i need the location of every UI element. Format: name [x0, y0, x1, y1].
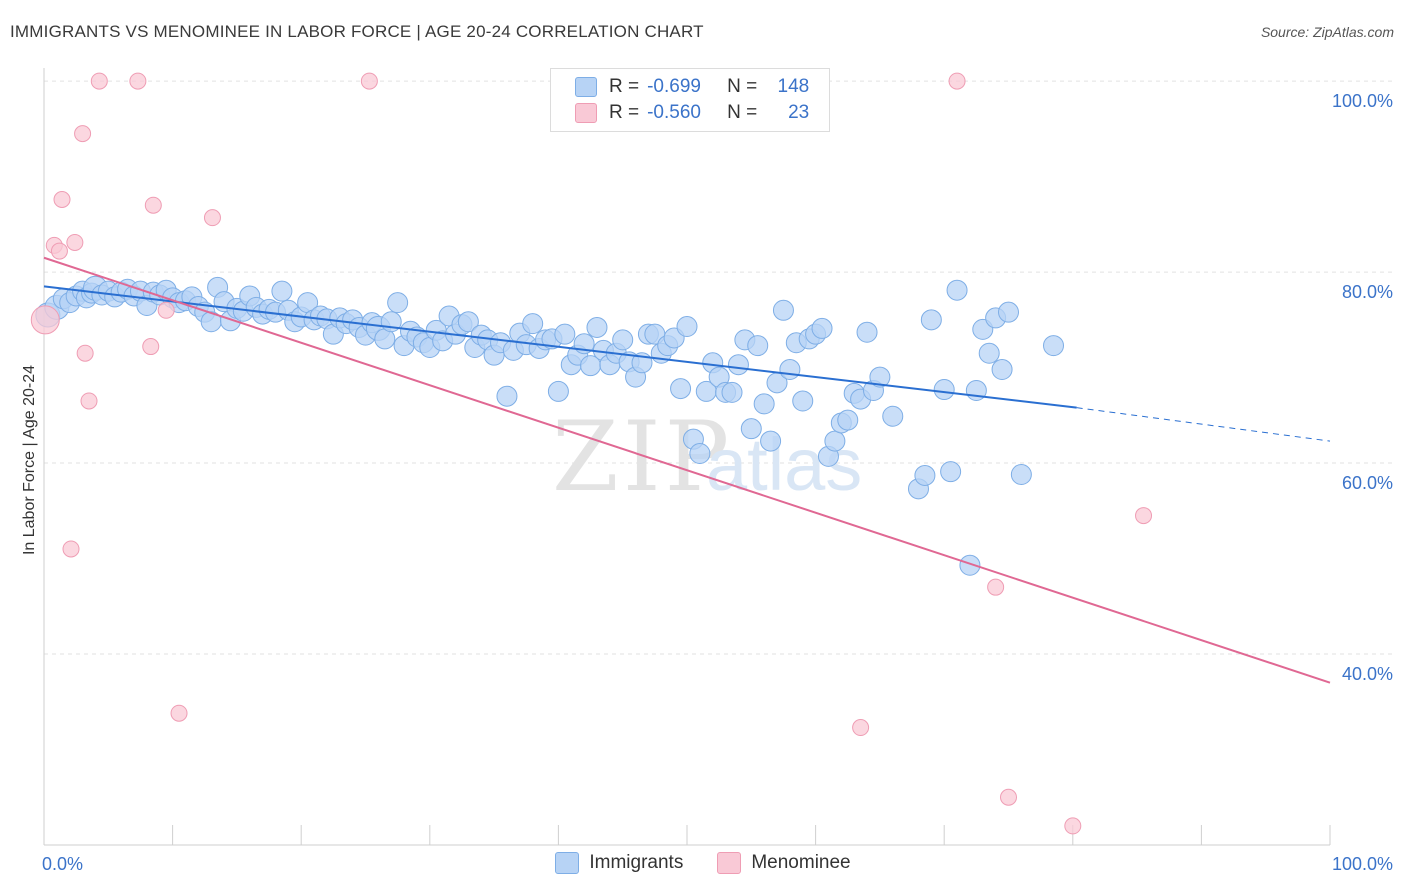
immigrants-point [612, 329, 634, 351]
immigrants-point [914, 464, 936, 486]
legend-label-menominee: Menominee [751, 852, 851, 873]
immigrants-trend-line [43, 285, 1077, 409]
menominee-point [1000, 788, 1017, 806]
immigrants-point [727, 354, 749, 376]
immigrants-point [760, 430, 782, 452]
source-credit: Source: ZipAtlas.com [1260, 24, 1394, 40]
menominee-point [157, 301, 175, 319]
immigrants-point [457, 311, 479, 333]
immigrants-point [779, 358, 801, 380]
immigrants-point [920, 309, 942, 331]
immigrants-point [946, 279, 968, 301]
immigrants-point [721, 381, 743, 403]
immigrants-point [753, 393, 775, 415]
immigrants-point [522, 313, 544, 335]
immigrants-point [689, 443, 711, 464]
immigrants-point [670, 378, 692, 400]
x-tick-label: 100.0% [1332, 854, 1393, 874]
immigrants-point [998, 301, 1019, 323]
immigrants-point [496, 385, 518, 407]
immigrants-point [747, 335, 769, 357]
immigrants-point [676, 316, 698, 338]
menominee-point [30, 305, 60, 335]
immigrants-point [811, 317, 833, 339]
immigrants-point [1010, 464, 1032, 486]
immigrants-point [856, 321, 878, 343]
n-label: N = [727, 76, 758, 97]
immigrants-point [772, 299, 794, 321]
y-tick-label: 80.0% [1342, 282, 1393, 302]
legend-item-menominee: Menominee [717, 852, 851, 874]
r-value: -0.699 [647, 76, 701, 97]
immigrants-point [1043, 335, 1065, 357]
stats-legend: R = -0.699 N = 148 R = -0.560 N = 23 [550, 68, 830, 132]
menominee-point [1135, 507, 1153, 525]
legend-label-immigrants: Immigrants [589, 852, 684, 873]
chart-title: IMMIGRANTS VS MENOMINEE IN LABOR FORCE |… [10, 22, 704, 41]
menominee-point [142, 338, 160, 356]
menominee-point [360, 72, 378, 90]
immigrants-point [387, 292, 409, 314]
immigrants-point [554, 323, 576, 345]
immigrants-swatch [555, 852, 580, 874]
series-legend: Immigrants Menominee [0, 852, 1406, 874]
menominee-point [1064, 817, 1082, 835]
menominee-point [66, 233, 84, 251]
menominee-point [170, 704, 188, 722]
immigrants-point [740, 418, 762, 440]
menominee-points [30, 72, 1153, 835]
x-tick-label: 0.0% [42, 854, 83, 874]
menominee-swatch [717, 852, 742, 874]
menominee-point [129, 72, 147, 90]
menominee-point [987, 578, 1005, 596]
menominee-point [80, 392, 98, 410]
menominee-point [50, 242, 68, 260]
immigrants-point [547, 380, 569, 402]
immigrants-point [824, 430, 846, 452]
immigrants-point [837, 409, 859, 431]
menominee-trend-line [43, 256, 1331, 684]
menominee-point [74, 125, 92, 143]
r-label: R = [609, 76, 640, 97]
y-tick-label: 60.0% [1342, 473, 1393, 493]
menominee-point [76, 344, 94, 362]
y-tick-label: 40.0% [1342, 664, 1393, 684]
immigrants-trend-extension [1076, 407, 1331, 442]
r-value: -0.560 [647, 102, 701, 123]
menominee-point [144, 196, 162, 214]
immigrants-point [869, 366, 891, 388]
legend-row-immigrants: R = -0.699 N = 148 [575, 75, 809, 99]
trend-lines [43, 256, 1331, 684]
y-tick-label: 100.0% [1332, 91, 1393, 111]
legend-row-menominee: R = -0.560 N = 23 [575, 101, 809, 125]
immigrants-points [35, 275, 1065, 576]
menominee-swatch [575, 103, 597, 123]
n-label: N = [727, 102, 758, 123]
immigrants-point [933, 379, 955, 401]
y-axis-label: In Labor Force | Age 20-24 [21, 364, 38, 556]
immigrants-point [882, 405, 904, 427]
r-label: R = [609, 102, 640, 123]
legend-item-immigrants: Immigrants [555, 852, 683, 874]
n-value: 148 [777, 76, 810, 97]
tick-labels: 100.0% 80.0% 60.0% 40.0% 0.0% 100.0% [42, 91, 1393, 874]
menominee-point [62, 540, 80, 558]
menominee-point [852, 719, 870, 737]
immigrants-swatch [575, 77, 597, 97]
menominee-point [90, 72, 108, 90]
axes [43, 68, 1331, 846]
immigrants-point [271, 280, 293, 302]
immigrants-point [792, 390, 814, 412]
menominee-point [53, 191, 71, 209]
menominee-point [203, 209, 221, 227]
n-value: 23 [788, 102, 810, 123]
immigrants-point [978, 342, 1000, 364]
menominee-point [948, 72, 966, 90]
immigrants-point [586, 316, 608, 338]
immigrants-point [991, 358, 1013, 380]
immigrants-point [959, 554, 981, 576]
immigrants-point [940, 461, 962, 483]
